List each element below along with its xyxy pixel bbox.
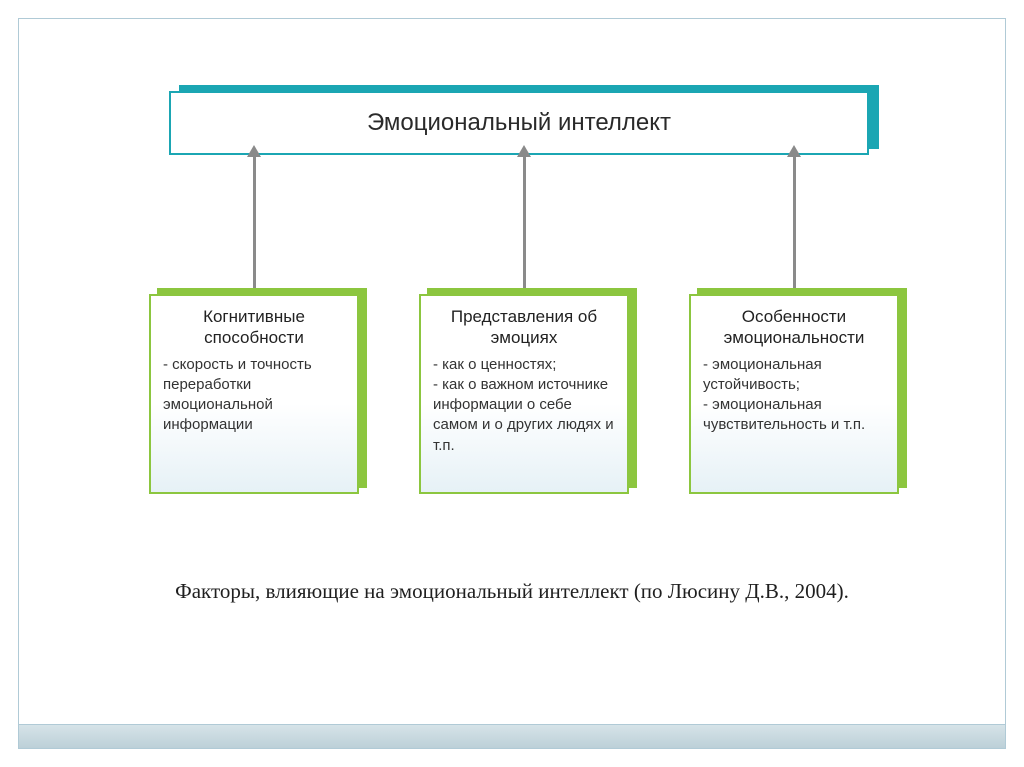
child-box-3: Особенности эмоциональности - эмоциональ… [689, 294, 899, 494]
child-box-2: Представления об эмоциях - как о ценност… [419, 294, 629, 494]
arrow-shaft [253, 157, 256, 294]
arrow-head-icon [247, 145, 261, 157]
arrow-head-icon [787, 145, 801, 157]
child-body: - скорость и точность переработки эмоцио… [163, 355, 345, 436]
caption-text: Факторы, влияющие на эмоциональный интел… [19, 579, 1005, 604]
page: Эмоциональный интеллект Когнитивные спос… [0, 0, 1024, 767]
child-body: - как о ценностях; - как о важном источн… [433, 355, 615, 456]
bottom-bar [19, 724, 1005, 748]
child-title: Особенности эмоциональности [703, 306, 885, 349]
top-title: Эмоциональный интеллект [367, 109, 671, 137]
arrow-shaft [793, 157, 796, 294]
child-title: Когнитивные способности [163, 306, 345, 349]
arrow-head-icon [517, 145, 531, 157]
arrow-shaft [523, 157, 526, 294]
child-title: Представления об эмоциях [433, 306, 615, 349]
child-body: - эмоциональная устойчивость; - эмоциона… [703, 355, 885, 436]
slide-frame: Эмоциональный интеллект Когнитивные спос… [18, 18, 1006, 749]
child-box-1: Когнитивные способности - скорость и точ… [149, 294, 359, 494]
